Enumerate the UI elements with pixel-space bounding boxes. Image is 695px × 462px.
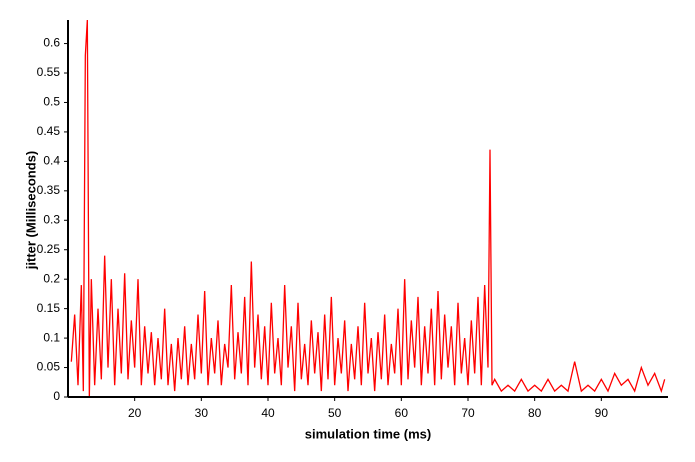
y-tick-label: 0 bbox=[53, 389, 60, 403]
data-line bbox=[70, 19, 666, 398]
x-tick-label: 40 bbox=[261, 406, 275, 420]
y-tick-label: 0.3 bbox=[43, 212, 60, 226]
x-tick-label: 20 bbox=[128, 406, 142, 420]
y-tick-label: 0.1 bbox=[43, 330, 60, 344]
x-tick-label: 60 bbox=[395, 406, 409, 420]
x-axis-title: simulation time (ms) bbox=[305, 426, 431, 441]
y-tick-label: 0.2 bbox=[43, 271, 60, 285]
y-tick-label: 0.25 bbox=[37, 242, 61, 256]
x-tick-label: 70 bbox=[461, 406, 475, 420]
y-tick-label: 0.55 bbox=[37, 65, 61, 79]
x-tick-label: 90 bbox=[595, 406, 609, 420]
y-tick-label: 0.45 bbox=[37, 124, 61, 138]
x-tick-label: 30 bbox=[195, 406, 209, 420]
y-tick-label: 0.6 bbox=[43, 36, 60, 50]
x-tick-label: 50 bbox=[328, 406, 342, 420]
y-tick-label: 0.5 bbox=[43, 95, 60, 109]
y-tick-label: 0.4 bbox=[43, 154, 60, 168]
y-axis-title: jitter (Milliseconds) bbox=[23, 151, 38, 270]
y-tick-label: 0.35 bbox=[37, 183, 61, 197]
y-tick-label: 0.05 bbox=[37, 360, 61, 374]
x-tick-label: 80 bbox=[528, 406, 542, 420]
y-tick-label: 0.15 bbox=[37, 301, 61, 315]
